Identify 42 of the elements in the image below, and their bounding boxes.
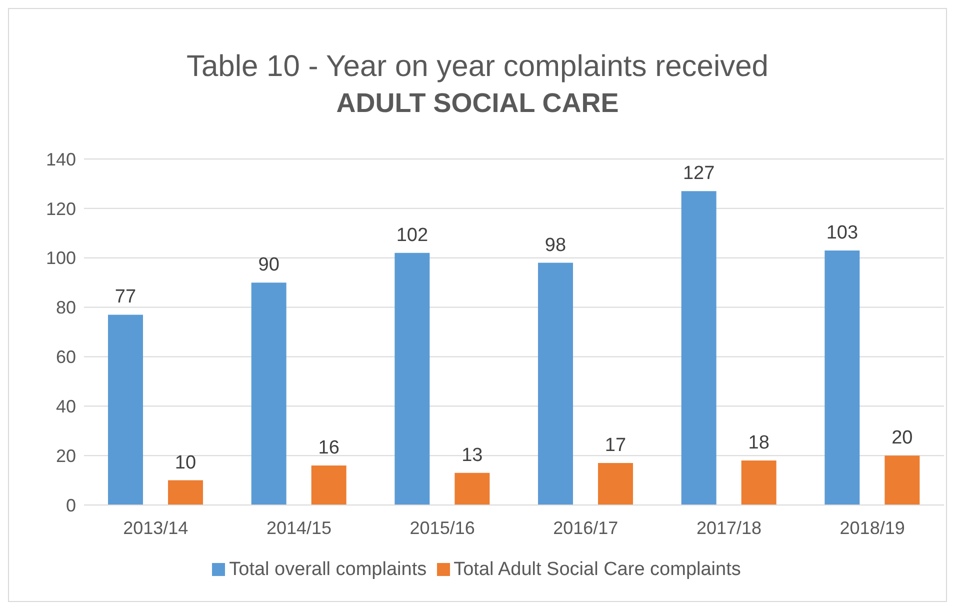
y-tick-label: 60 [56, 347, 76, 368]
data-label: 90 [258, 254, 280, 276]
y-tick-label: 0 [66, 495, 76, 516]
x-tick-label: 2015/16 [410, 518, 475, 538]
data-label: 10 [174, 452, 196, 474]
bar [168, 480, 203, 505]
data-label: 13 [462, 444, 483, 466]
bar [741, 460, 776, 505]
data-label: 98 [544, 234, 566, 256]
bar [681, 191, 716, 505]
bar [598, 462, 633, 505]
x-tick-label: 2013/14 [123, 518, 188, 538]
y-tick-label: 20 [56, 446, 76, 466]
bar [108, 314, 143, 505]
data-label: 20 [892, 428, 913, 449]
chart-subtitle: ADULT SOCIAL CARE [335, 87, 620, 120]
chart-title: Table 10 - Year on year complaints received [185, 49, 770, 85]
bar [538, 262, 573, 505]
data-label: 18 [748, 432, 770, 454]
legend-label: Total overall complaints [229, 559, 427, 580]
x-tick-label: 2016/17 [553, 518, 618, 538]
bar [824, 250, 860, 505]
y-tick-label: 120 [46, 198, 76, 219]
y-tick-label: 80 [56, 298, 76, 318]
bar [884, 456, 920, 505]
data-label: 127 [682, 163, 715, 184]
x-tick-label: 2017/18 [696, 518, 762, 538]
x-tick-label: 2014/15 [266, 518, 332, 538]
data-label: 103 [826, 222, 858, 244]
y-tick-label: 140 [46, 149, 76, 170]
bar [394, 252, 430, 505]
data-label: 16 [318, 437, 340, 458]
x-tick-label: 2018/19 [840, 518, 905, 538]
y-tick-label: 40 [56, 396, 76, 417]
y-tick-label: 100 [46, 248, 76, 268]
data-label: 17 [604, 434, 626, 456]
data-label: 102 [396, 224, 428, 246]
legend-label: Total Adult Social Care complaints [454, 559, 741, 580]
bar [311, 465, 346, 505]
bar [251, 282, 286, 505]
bar [454, 472, 490, 505]
data-label: 77 [114, 286, 136, 308]
